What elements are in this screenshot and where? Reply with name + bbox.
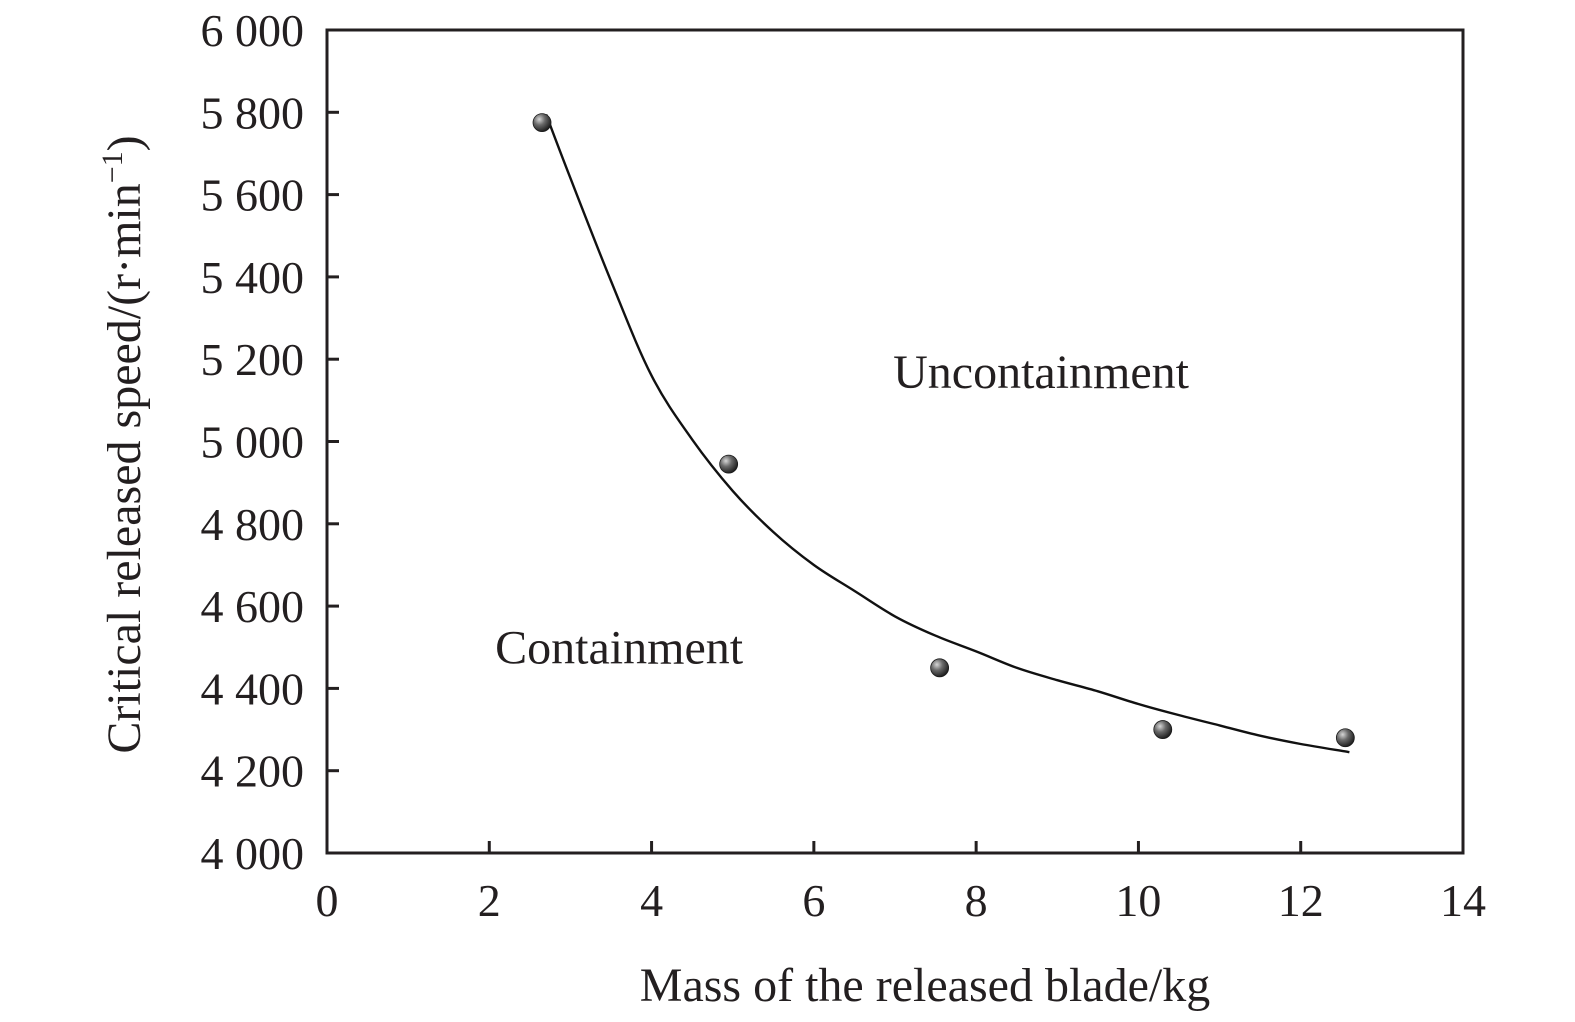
y-tick-label: 6 000 — [201, 5, 305, 56]
x-tick-label: 4 — [640, 875, 663, 926]
x-axis-title: Mass of the released blade/kg — [640, 959, 1210, 1012]
data-points — [532, 113, 1355, 748]
y-tick-label: 5 000 — [201, 417, 305, 468]
x-tick-label: 6 — [802, 875, 825, 926]
x-tick-label: 8 — [965, 875, 988, 926]
y-tick-label: 5 600 — [201, 170, 305, 221]
data-point — [1335, 728, 1355, 748]
x-tick-label: 12 — [1278, 875, 1324, 926]
region-label: Containment — [495, 622, 744, 675]
y-tick-label: 4 200 — [201, 746, 305, 797]
y-tick-label: 5 200 — [201, 334, 305, 385]
y-axis-ticks: 4 000 4 200 4 400 4 600 4 800 5 000 5 200 5 400… — [201, 5, 339, 879]
x-axis-ticks: 0 2 4 6 8 10 12 14 — [316, 841, 1486, 926]
x-tick-label: 14 — [1440, 875, 1486, 926]
x-tick-label: 10 — [1115, 875, 1161, 926]
fit-curve — [544, 113, 1350, 754]
y-tick-label: 4 000 — [201, 828, 305, 879]
plot-frame — [325, 28, 1465, 855]
y-axis-title-close: ) — [98, 135, 151, 151]
x-tick-label: 0 — [316, 875, 339, 926]
x-tick-label: 2 — [478, 875, 501, 926]
y-tick-label: 5 400 — [201, 252, 305, 303]
y-tick-label: 5 800 — [201, 87, 305, 138]
data-point — [1153, 720, 1173, 739]
y-tick-label: 4 600 — [201, 581, 305, 632]
data-point — [719, 454, 739, 474]
y-tick-label: 4 400 — [201, 663, 305, 714]
y-tick-label: 4 800 — [201, 499, 305, 550]
y-axis-title-main: Critical released speed/(r·min — [98, 183, 151, 753]
y-axis-title: Critical released speed/(r·min−1) — [96, 135, 151, 753]
y-axis-title-superscript: −1 — [96, 151, 129, 183]
data-point — [532, 113, 552, 132]
region-annotations: Uncontainment Containment — [495, 346, 1190, 675]
data-point — [930, 658, 950, 678]
region-label: Uncontainment — [893, 346, 1190, 399]
